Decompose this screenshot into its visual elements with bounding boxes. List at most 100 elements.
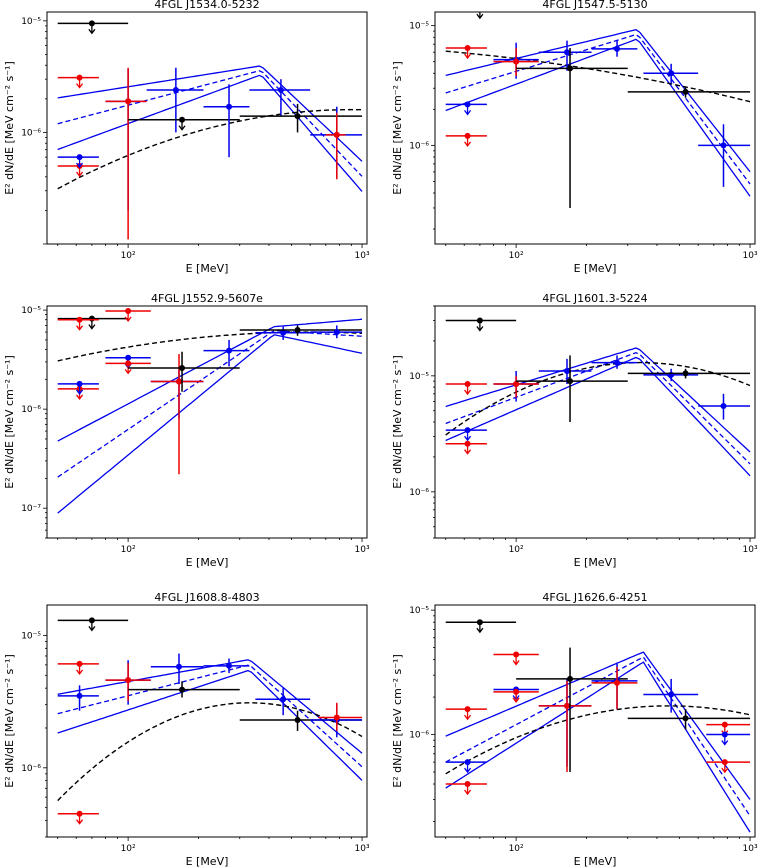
data-point-blue	[445, 101, 487, 116]
upper-limit-arrowhead	[464, 389, 472, 396]
data-point-blue	[591, 355, 638, 369]
data-marker	[125, 98, 132, 105]
logparabola-model	[445, 50, 751, 103]
data-marker	[125, 354, 132, 361]
x-tick-label: 10³	[743, 251, 758, 261]
data-point-black	[128, 351, 240, 392]
plot-area	[445, 619, 751, 833]
data-point-red	[105, 67, 147, 240]
data-marker	[88, 315, 95, 322]
x-tick-label: 10³	[355, 251, 370, 261]
data-point-blue	[146, 67, 204, 133]
data-point-blue	[591, 40, 638, 57]
axes-frame	[434, 604, 756, 838]
data-marker	[721, 759, 728, 766]
x-tick-label: 10²	[509, 545, 524, 555]
x-tick-label: 10²	[121, 844, 136, 854]
data-marker	[567, 378, 574, 385]
y-axis-label: E² dN/dE [MeV cm⁻² s⁻¹]	[3, 61, 16, 195]
y-tick-label: 10⁻⁵	[409, 372, 429, 382]
data-point-red	[57, 74, 99, 89]
data-point-red	[538, 680, 592, 772]
data-point-red	[493, 375, 539, 398]
data-marker	[464, 706, 471, 713]
data-point-black	[239, 325, 363, 336]
data-point-red	[493, 48, 539, 76]
upper-limit-arrowhead	[721, 767, 729, 774]
data-point-black	[57, 315, 129, 330]
y-tick-label: 10⁻⁵	[21, 306, 41, 316]
model-best-fit	[57, 664, 363, 768]
data-marker	[682, 88, 689, 95]
data-point-red	[105, 360, 151, 375]
model-best-fit	[445, 33, 751, 185]
data-point-red	[57, 660, 99, 675]
model-lower-band	[57, 74, 363, 192]
data-point-red	[318, 702, 363, 731]
data-marker	[333, 329, 340, 336]
data-point-red	[706, 721, 751, 736]
data-marker	[294, 113, 301, 120]
upper-limit-arrowhead	[512, 697, 520, 704]
data-point-blue	[203, 658, 250, 674]
data-point-black	[627, 368, 751, 379]
x-tick-label: 10³	[743, 844, 758, 854]
data-point-black	[476, 5, 484, 20]
data-point-blue	[150, 369, 204, 419]
data-marker	[76, 380, 83, 387]
data-marker	[88, 617, 95, 624]
data-marker	[563, 49, 570, 56]
logparabola-model	[57, 702, 363, 802]
data-point-black	[128, 681, 240, 698]
data-point-red	[445, 132, 487, 147]
data-marker	[721, 731, 728, 738]
upper-limit-arrowhead	[476, 326, 484, 332]
data-point-red	[706, 759, 751, 774]
data-point-blue	[698, 393, 751, 420]
data-marker	[333, 714, 340, 721]
data-point-red	[57, 810, 99, 825]
model-upper-band	[57, 659, 363, 754]
upper-limit-arrowhead	[464, 141, 472, 147]
data-marker	[513, 688, 520, 695]
data-marker	[563, 368, 570, 375]
data-marker	[668, 691, 675, 698]
data-point-blue	[255, 688, 311, 716]
data-marker	[280, 696, 287, 703]
data-marker	[226, 103, 233, 110]
y-tick-label: 10⁻⁶	[409, 488, 429, 498]
model-best-fit	[445, 351, 751, 465]
data-point-red	[445, 45, 487, 60]
axes-frame	[46, 11, 368, 245]
y-tick-label: 10⁻⁶	[21, 128, 41, 138]
data-marker	[464, 45, 471, 52]
y-axis-label: E² dN/dE [MeV cm⁻² s⁻¹]	[3, 654, 16, 788]
data-point-blue	[445, 427, 487, 442]
data-point-blue	[57, 685, 99, 711]
data-point-blue	[105, 69, 147, 211]
sed-panel-6: 4FGL J1626.6-4251 E [MeV] E² dN/dE [MeV cm…	[391, 591, 758, 867]
plot-area	[445, 317, 751, 477]
sed-panel-1: 4FGL J1534.0-5232 E [MeV] E² dN/dE [MeV cm…	[3, 0, 370, 275]
plot-area	[57, 20, 363, 240]
data-marker	[513, 651, 520, 658]
upper-limit-arrowhead	[476, 627, 484, 634]
upper-limit-arrowhead	[464, 435, 472, 442]
data-marker	[477, 5, 483, 11]
data-point-blue	[643, 678, 699, 713]
data-point-black	[627, 86, 751, 98]
model-upper-band	[445, 29, 751, 173]
data-marker	[464, 440, 471, 447]
data-point-blue	[57, 154, 99, 169]
axes-frame	[434, 305, 756, 539]
data-point-red	[445, 781, 487, 796]
data-marker	[125, 307, 132, 314]
data-marker	[567, 675, 574, 682]
upper-limit-arrowhead	[464, 109, 472, 116]
x-tick-label: 10²	[121, 251, 136, 261]
panel-title: 4FGL J1552.9-5607e	[151, 292, 263, 305]
data-marker	[333, 131, 340, 138]
data-point-black	[57, 20, 129, 35]
data-marker	[294, 716, 301, 723]
